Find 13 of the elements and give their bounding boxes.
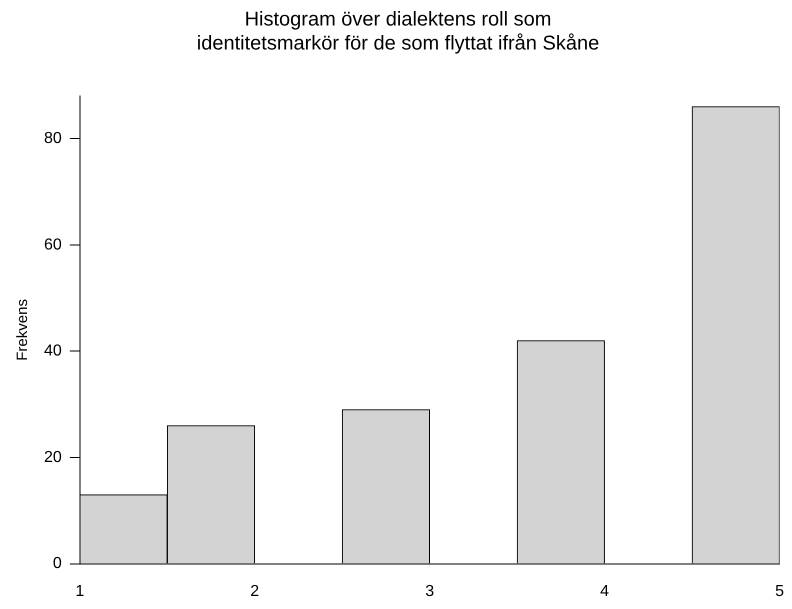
text: Histogram över dialektens roll som [244, 8, 552, 31]
text: identitetsmarkör för de som flyttat ifrån Skåne [196, 32, 600, 55]
y-axis-title: Frekvens [14, 299, 32, 361]
y-tick-label: 80 [44, 130, 62, 147]
y-tick-label: 20 [44, 448, 62, 466]
x-tick-label: 5 [775, 582, 784, 600]
y-tick-label: 40 [44, 342, 62, 360]
x-tick-label: 4 [600, 582, 610, 600]
x-tick-label: 1 [75, 582, 84, 600]
x-tick-label: 3 [425, 582, 434, 600]
y-tick-label: 0 [52, 555, 62, 572]
y-tick-label: 60 [44, 236, 62, 254]
x-tick-label: 2 [250, 582, 260, 600]
